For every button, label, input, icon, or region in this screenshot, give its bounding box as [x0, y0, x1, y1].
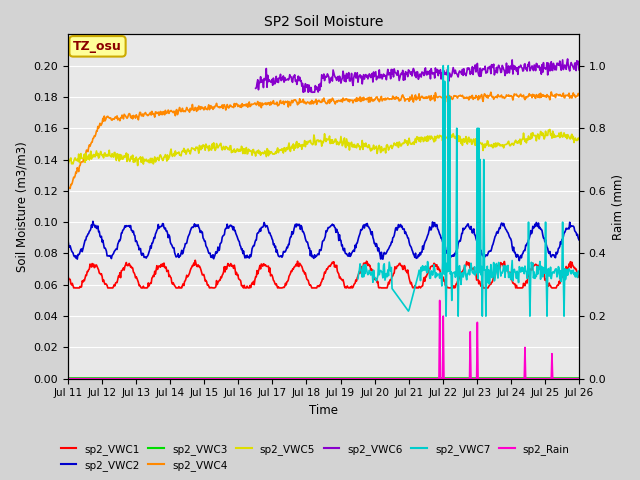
Title: SP2 Soil Moisture: SP2 Soil Moisture [264, 15, 383, 29]
Text: TZ_osu: TZ_osu [73, 40, 122, 53]
Y-axis label: Raim (mm): Raim (mm) [612, 174, 625, 240]
Legend: sp2_VWC1, sp2_VWC2, sp2_VWC3, sp2_VWC4, sp2_VWC5, sp2_VWC6, sp2_VWC7, sp2_Rain: sp2_VWC1, sp2_VWC2, sp2_VWC3, sp2_VWC4, … [56, 439, 574, 475]
X-axis label: Time: Time [309, 404, 338, 417]
Y-axis label: Soil Moisture (m3/m3): Soil Moisture (m3/m3) [15, 141, 28, 272]
